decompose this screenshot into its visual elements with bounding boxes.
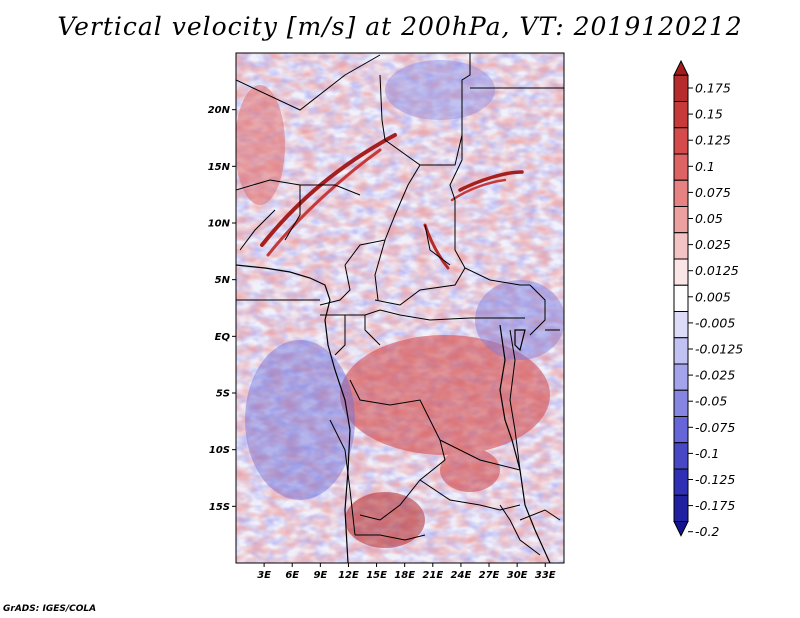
colorbar-label: -0.175 <box>695 498 735 513</box>
lat-tick-label: EQ <box>215 332 231 343</box>
lon-tick-label: 15E <box>366 570 387 581</box>
chart-title: Vertical velocity [m/s] at 200hPa, VT: 2… <box>57 12 743 41</box>
country-borders <box>236 53 564 556</box>
lon-tick-label: 18E <box>394 570 415 581</box>
lon-tick-label: 30E <box>507 570 528 581</box>
coastlines <box>236 264 551 563</box>
colorbar-label: -0.1 <box>695 446 719 461</box>
colorbar-label: 0.15 <box>695 107 723 122</box>
lon-tick-label: 12E <box>338 570 359 581</box>
colorbar-label: -0.005 <box>695 315 735 330</box>
colorbar-label: -0.125 <box>695 472 735 487</box>
colorbar-label: -0.0125 <box>695 342 743 357</box>
colorbar-swatch <box>673 363 689 391</box>
lat-tick-label: 15N <box>208 162 231 173</box>
lat-tick-label: 10N <box>208 219 231 230</box>
colorbar-label: 0.175 <box>695 81 731 96</box>
velocity-field <box>236 53 564 563</box>
colorbar-label: -0.075 <box>695 420 735 435</box>
colorbar-label: 0.1 <box>695 159 715 174</box>
ascent-zones <box>236 85 550 548</box>
colorbar-swatch <box>673 179 689 207</box>
colorbar-swatch <box>673 284 689 312</box>
colorbar-swatch <box>673 59 689 76</box>
colorbar-swatch <box>673 494 689 522</box>
colorbar-swatch <box>673 232 689 260</box>
colorbar-label: -0.2 <box>695 524 719 539</box>
colorbar-swatch <box>673 442 689 470</box>
colorbar-swatch <box>673 521 689 537</box>
colorbar-label: 0.025 <box>695 237 731 252</box>
colorbar-swatch <box>673 258 689 286</box>
colorbar: 0.175 0.15 0.125 0.1 0.075 0.05 0.025 0.0125 0.0… <box>673 59 743 539</box>
lon-tick-label: 24E <box>451 570 472 581</box>
lat-tick-label: 5S <box>216 389 230 400</box>
grads-credit: GrADS: IGES/COLA <box>3 604 97 614</box>
lat-tick-label: 10S <box>209 445 230 456</box>
colorbar-swatch <box>673 311 689 339</box>
lon-tick-label: 27E <box>479 570 500 581</box>
colorbar-swatch <box>673 127 689 155</box>
lon-tick-label: 9E <box>313 570 327 581</box>
colorbar-swatch <box>673 153 689 181</box>
lon-tick-label: 33E <box>535 570 556 581</box>
lat-tick-label: 5N <box>215 275 231 286</box>
colorbar-swatch <box>673 389 689 417</box>
colorbar-swatch <box>673 337 689 365</box>
colorbar-label: 0.05 <box>695 211 723 226</box>
colorbar-swatch <box>673 468 689 496</box>
colorbar-label: -0.025 <box>695 368 735 383</box>
jet-streaks <box>260 133 524 270</box>
colorbar-label: -0.05 <box>695 394 727 409</box>
colorbar-swatch <box>673 206 689 234</box>
lon-tick-label: 6E <box>285 570 299 581</box>
lon-tick-label: 3E <box>257 570 271 581</box>
colorbar-swatch <box>673 101 689 129</box>
subsidence-zones <box>245 60 564 500</box>
colorbar-swatch <box>673 416 689 444</box>
map-frame <box>235 52 565 564</box>
lon-tick-label: 21E <box>422 570 443 581</box>
colorbar-label: 0.0125 <box>695 263 739 278</box>
lat-tick-label: 15S <box>209 502 230 513</box>
colorbar-swatch <box>673 74 689 102</box>
lat-tick-label: 20N <box>208 105 231 116</box>
latitude-axis: 20N 15N 10N 5N EQ 5S 10S 15S <box>208 105 236 513</box>
colorbar-label: 0.125 <box>695 133 731 148</box>
colorbar-label: 0.075 <box>695 185 731 200</box>
longitude-axis: 3E 6E 9E 12E 15E 18E 21E 24E 27E 30E 33E <box>257 563 556 581</box>
colorbar-label: 0.005 <box>695 289 731 304</box>
